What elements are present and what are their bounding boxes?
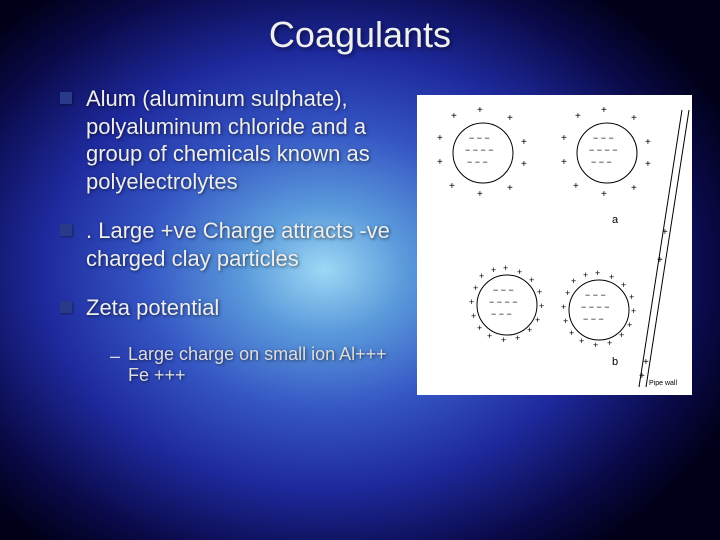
- svg-text:+: +: [631, 306, 636, 316]
- svg-text:+: +: [487, 331, 492, 341]
- bullet-marker: [60, 301, 72, 313]
- svg-text:+: +: [529, 275, 534, 285]
- svg-text:+: +: [503, 263, 508, 273]
- svg-text:+: +: [609, 272, 614, 282]
- svg-text:+: +: [573, 181, 579, 192]
- sub-bullet-marker: –: [110, 346, 120, 367]
- svg-text:+: +: [491, 265, 496, 275]
- svg-text:− − − −: − − − −: [581, 302, 610, 312]
- sub-bullet-text: Large charge on small ion Al+++ Fe +++: [128, 344, 390, 387]
- content-area: Alum (aluminum sulphate), polyaluminum c…: [60, 85, 390, 387]
- svg-text:− − −: − − −: [491, 309, 512, 319]
- bullet-marker: [60, 92, 72, 104]
- svg-text:− − −: − − −: [583, 314, 604, 324]
- svg-text:+: +: [601, 189, 607, 200]
- svg-text:+: +: [563, 316, 568, 326]
- svg-text:+: +: [583, 270, 588, 280]
- svg-text:+: +: [507, 113, 513, 124]
- bullet-item: . Large +ve Charge attracts -ve charged …: [60, 217, 390, 272]
- svg-text:+: +: [515, 333, 520, 343]
- svg-text:+: +: [471, 311, 476, 321]
- bullet-item: Alum (aluminum sulphate), polyaluminum c…: [60, 85, 390, 195]
- svg-text:+: +: [473, 283, 478, 293]
- page-title: Coagulants: [0, 14, 720, 56]
- bullet-text: Alum (aluminum sulphate), polyaluminum c…: [86, 85, 390, 195]
- svg-text:+: +: [657, 255, 663, 266]
- svg-text:+: +: [595, 268, 600, 278]
- svg-text:+: +: [521, 159, 527, 170]
- sub-bullet-item: – Large charge on small ion Al+++ Fe +++: [110, 344, 390, 387]
- svg-text:+: +: [627, 320, 632, 330]
- svg-text:+: +: [451, 111, 457, 122]
- svg-text:+: +: [561, 302, 566, 312]
- svg-text:+: +: [437, 133, 443, 144]
- svg-text:+: +: [561, 133, 567, 144]
- svg-text:+: +: [645, 137, 651, 148]
- svg-text:b: b: [612, 356, 618, 368]
- svg-text:+: +: [535, 315, 540, 325]
- svg-text:+: +: [643, 357, 649, 368]
- svg-text:+: +: [477, 323, 482, 333]
- svg-text:+: +: [645, 159, 651, 170]
- svg-text:− − −: − − −: [591, 157, 612, 167]
- svg-text:+: +: [662, 227, 668, 238]
- svg-text:+: +: [477, 189, 483, 200]
- svg-text:+: +: [527, 325, 532, 335]
- svg-text:+: +: [477, 105, 483, 116]
- bullet-marker: [60, 224, 72, 236]
- svg-text:+: +: [601, 105, 607, 116]
- svg-text:− − − −: − − − −: [489, 297, 518, 307]
- svg-text:− − −: − − −: [467, 157, 488, 167]
- coagulation-diagram: Pipe wall − − − − − − − − − − + + + + + …: [417, 95, 692, 395]
- bullet-text: . Large +ve Charge attracts -ve charged …: [86, 217, 390, 272]
- svg-text:+: +: [619, 330, 624, 340]
- svg-text:+: +: [507, 183, 513, 194]
- svg-text:+: +: [607, 338, 612, 348]
- svg-text:+: +: [565, 288, 570, 298]
- svg-text:+: +: [571, 276, 576, 286]
- svg-text:+: +: [469, 297, 474, 307]
- svg-text:+: +: [575, 111, 581, 122]
- svg-text:− − −: − − −: [493, 285, 514, 295]
- svg-text:+: +: [539, 301, 544, 311]
- svg-text:+: +: [621, 280, 626, 290]
- svg-text:Pipe wall: Pipe wall: [649, 380, 677, 387]
- svg-text:− − −: − − −: [469, 133, 490, 143]
- svg-text:+: +: [579, 336, 584, 346]
- svg-text:− − −: − − −: [585, 290, 606, 300]
- svg-text:+: +: [631, 113, 637, 124]
- svg-text:+: +: [521, 137, 527, 148]
- svg-text:+: +: [629, 292, 634, 302]
- svg-text:− − −: − − −: [593, 133, 614, 143]
- svg-text:− − − −: − − − −: [465, 145, 494, 155]
- svg-text:− − − −: − − − −: [589, 145, 618, 155]
- svg-text:+: +: [437, 157, 443, 168]
- svg-text:+: +: [593, 340, 598, 350]
- svg-text:+: +: [537, 287, 542, 297]
- bullet-item: Zeta potential: [60, 294, 390, 322]
- svg-text:+: +: [569, 328, 574, 338]
- svg-text:a: a: [612, 214, 619, 226]
- svg-text:+: +: [639, 371, 645, 382]
- svg-text:+: +: [449, 181, 455, 192]
- svg-text:+: +: [501, 335, 506, 345]
- svg-text:+: +: [479, 271, 484, 281]
- svg-text:+: +: [561, 157, 567, 168]
- svg-text:+: +: [631, 183, 637, 194]
- bullet-text: Zeta potential: [86, 294, 219, 322]
- svg-text:+: +: [517, 267, 522, 277]
